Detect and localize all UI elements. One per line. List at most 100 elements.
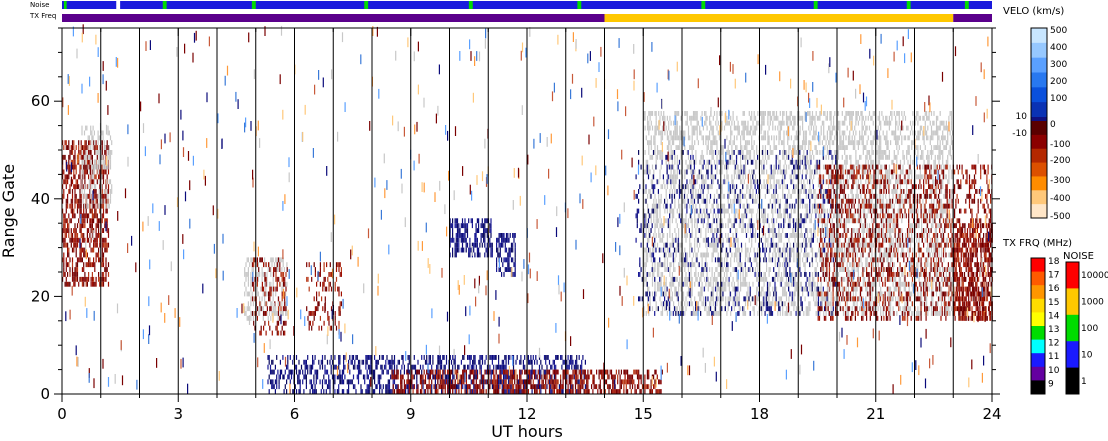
scatter-cell — [763, 276, 765, 282]
scatter-cell — [541, 364, 543, 370]
scatter-cell — [62, 184, 64, 190]
scatter-cell — [742, 174, 744, 180]
scatter-cell — [89, 140, 91, 146]
scatter-cell — [450, 223, 452, 229]
scatter-cell — [722, 193, 724, 199]
scatter-cell — [777, 257, 779, 263]
noise-bar-segment — [813, 1, 818, 9]
scatter-cell — [704, 237, 706, 243]
scatter-cell — [429, 384, 431, 390]
scatter-cell — [593, 379, 595, 385]
scatter-cell — [695, 228, 697, 233]
scatter-cell — [643, 257, 645, 263]
scatter-cell — [583, 389, 585, 394]
scatter-cell — [783, 267, 785, 272]
scatter-cell — [678, 281, 680, 287]
scatter-cell — [701, 272, 703, 277]
scatter-cell — [710, 150, 712, 155]
scatter-cell — [438, 355, 440, 360]
scatter-cell — [428, 359, 430, 365]
scatter-cell — [489, 242, 491, 248]
scatter-cell — [761, 120, 763, 126]
scatter-cell — [670, 281, 672, 287]
scatter-cell — [705, 306, 707, 312]
scatter-cell — [79, 174, 81, 180]
scatter-cell — [731, 130, 733, 136]
scatter-cell — [687, 189, 690, 194]
scatter-cell — [527, 355, 529, 360]
scatter-cell — [277, 311, 280, 316]
scatter-cell — [480, 374, 482, 380]
scatter-cell — [454, 252, 456, 258]
scatter-cell — [685, 120, 687, 126]
scatter-cell — [502, 233, 504, 238]
scatter-cell — [74, 267, 76, 272]
scatter-cell — [421, 379, 423, 385]
scatter-cell — [63, 145, 65, 150]
scatter-cell — [704, 252, 706, 258]
scatter-cell — [486, 247, 488, 253]
scatter-cell — [645, 233, 647, 238]
scatter-cell — [756, 150, 758, 155]
scatter-cell — [496, 384, 498, 390]
scatter-cell — [762, 169, 764, 175]
scatter-cell — [304, 369, 306, 375]
scatter-cell — [694, 125, 696, 131]
scatter-cell — [270, 267, 272, 272]
scatter-cell — [691, 198, 693, 204]
scatter-cell — [725, 233, 727, 238]
scatter-cell — [722, 276, 724, 282]
scatter-cell — [744, 140, 747, 146]
scatter-cell — [757, 247, 759, 253]
scatter-cell — [680, 130, 682, 136]
scatter-cell — [699, 276, 701, 282]
scatter-cell — [334, 286, 336, 292]
scatter-cell — [499, 247, 501, 253]
scatter-cell — [509, 267, 511, 272]
scatter-cell — [67, 193, 69, 199]
scatter-cell — [372, 374, 374, 380]
scatter-cell — [91, 247, 93, 253]
scatter-cell — [431, 369, 433, 375]
scatter-cell — [649, 272, 651, 277]
scatter-cell — [718, 135, 721, 141]
scatter-cell — [661, 130, 664, 136]
scatter-cell — [377, 374, 379, 380]
scatter-cell — [390, 374, 392, 380]
scatter-cell — [496, 389, 498, 394]
scatter-cell — [773, 179, 775, 185]
scatter-cell — [685, 213, 687, 219]
scatter-cell — [466, 223, 469, 229]
scatter-cell — [274, 267, 276, 272]
scatter-cell — [777, 198, 779, 204]
scatter-cell — [730, 130, 732, 136]
scatter-cell — [691, 281, 693, 287]
scatter-cell — [709, 130, 711, 136]
scatter-cell — [314, 369, 316, 375]
scatter-cell — [670, 193, 672, 199]
scatter-cell — [563, 359, 565, 365]
scatter-cell — [86, 193, 88, 199]
scatter-cell — [666, 135, 668, 141]
scatter-cell — [702, 154, 704, 160]
scatter-cell — [315, 389, 317, 394]
scatter-cell — [647, 115, 649, 121]
scatter-cell — [706, 262, 708, 268]
scatter-cell — [491, 242, 493, 248]
scatter-cell — [408, 359, 410, 365]
scatter-cell — [650, 252, 652, 258]
scatter-cell — [423, 389, 425, 394]
scatter-cell — [81, 218, 83, 224]
scatter-cell — [713, 159, 716, 165]
scatter-cell — [764, 213, 766, 219]
scatter-cell — [441, 384, 443, 390]
scatter-cell — [473, 359, 475, 365]
scatter-cell — [63, 228, 65, 233]
scatter-cell — [772, 208, 774, 214]
scatter-cell — [753, 130, 755, 136]
scatter-cell — [716, 125, 718, 131]
scatter-cell — [426, 384, 428, 390]
scatter-cell — [647, 208, 649, 214]
scatter-cell — [443, 355, 445, 360]
scatter-cell — [691, 286, 693, 292]
